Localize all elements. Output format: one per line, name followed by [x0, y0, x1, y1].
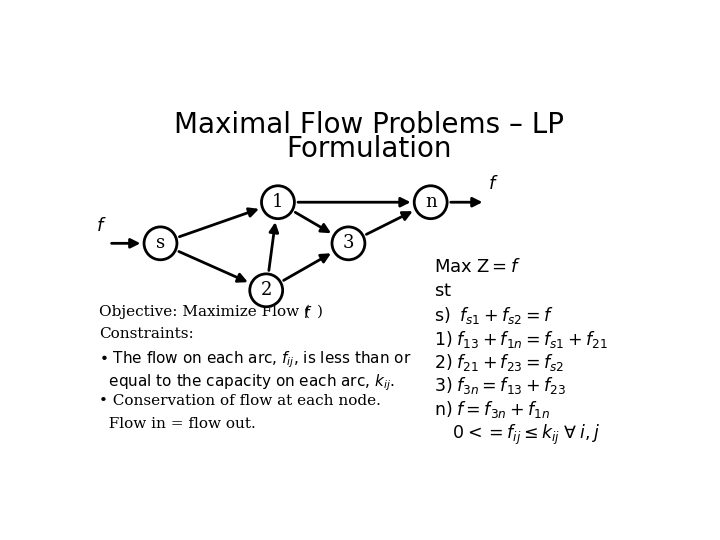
Text: Maximal Flow Problems – LP: Maximal Flow Problems – LP [174, 111, 564, 139]
Text: Objective: Maximize Flow (: Objective: Maximize Flow ( [99, 305, 310, 319]
Text: $f$: $f$ [96, 217, 107, 234]
Text: Formulation: Formulation [287, 134, 451, 163]
Text: ): ) [318, 305, 323, 319]
Text: • The flow on each arc, $f_{ij}$, is less than or: • The flow on each arc, $f_{ij}$, is les… [99, 349, 411, 370]
Text: 3: 3 [343, 234, 354, 252]
Text: $\;\;\;\; 0 <= f_{ij} \leq k_{ij}\; \forall\; i,j$: $\;\;\;\; 0 <= f_{ij} \leq k_{ij}\; \for… [433, 422, 600, 447]
Text: $\mathrm{n)}\; f = f_{3n} + f_{1n}$: $\mathrm{n)}\; f = f_{3n} + f_{1n}$ [433, 399, 549, 420]
Text: $\mathrm{Max}\;\mathrm{Z} = f$: $\mathrm{Max}\;\mathrm{Z} = f$ [433, 258, 521, 276]
Text: $f$: $f$ [487, 176, 498, 193]
Circle shape [144, 227, 177, 260]
Text: $\mathrm{1)}\; f_{13} + f_{1n} = f_{s1} + f_{21}$: $\mathrm{1)}\; f_{13} + f_{1n} = f_{s1} … [433, 328, 608, 349]
Text: • Conservation of flow at each node.: • Conservation of flow at each node. [99, 394, 381, 408]
Text: Flow in = flow out.: Flow in = flow out. [99, 416, 256, 430]
Text: 2: 2 [261, 281, 272, 299]
Text: $\mathrm{st}$: $\mathrm{st}$ [433, 281, 451, 300]
Circle shape [332, 227, 365, 260]
Text: 1: 1 [272, 193, 284, 211]
Circle shape [414, 186, 447, 219]
Text: $\mathrm{s)}\;\; f_{s1} + f_{s2} = f$: $\mathrm{s)}\;\; f_{s1} + f_{s2} = f$ [433, 305, 553, 326]
Text: Constraints:: Constraints: [99, 327, 194, 341]
Circle shape [261, 186, 294, 219]
Circle shape [250, 274, 283, 307]
Text: $f$: $f$ [303, 305, 312, 321]
Text: s: s [156, 234, 165, 252]
Text: equal to the capacity on each arc, $k_{ij}$.: equal to the capacity on each arc, $k_{i… [99, 372, 395, 393]
Text: n: n [425, 193, 436, 211]
Text: $\mathrm{2)}\; f_{21} + f_{23} = f_{s2}$: $\mathrm{2)}\; f_{21} + f_{23} = f_{s2}$ [433, 352, 564, 373]
Text: $\mathrm{3)}\; f_{3n} = f_{13} + f_{23}$: $\mathrm{3)}\; f_{3n} = f_{13} + f_{23}$ [433, 375, 566, 396]
